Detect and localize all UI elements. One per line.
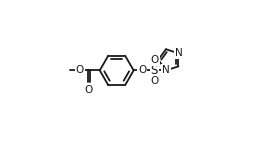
Text: O: O <box>150 76 159 86</box>
Text: O: O <box>150 55 159 65</box>
Text: N: N <box>175 48 182 58</box>
Text: O: O <box>75 65 84 75</box>
Text: N: N <box>162 65 170 75</box>
Text: O: O <box>84 85 92 95</box>
Text: S: S <box>151 64 158 77</box>
Text: N: N <box>162 65 170 75</box>
Text: O: O <box>138 65 146 75</box>
